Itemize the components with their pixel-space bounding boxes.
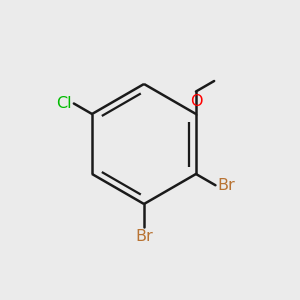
Text: Cl: Cl xyxy=(56,96,71,111)
Text: Br: Br xyxy=(135,229,153,244)
Text: O: O xyxy=(190,94,202,109)
Text: Br: Br xyxy=(217,178,235,193)
